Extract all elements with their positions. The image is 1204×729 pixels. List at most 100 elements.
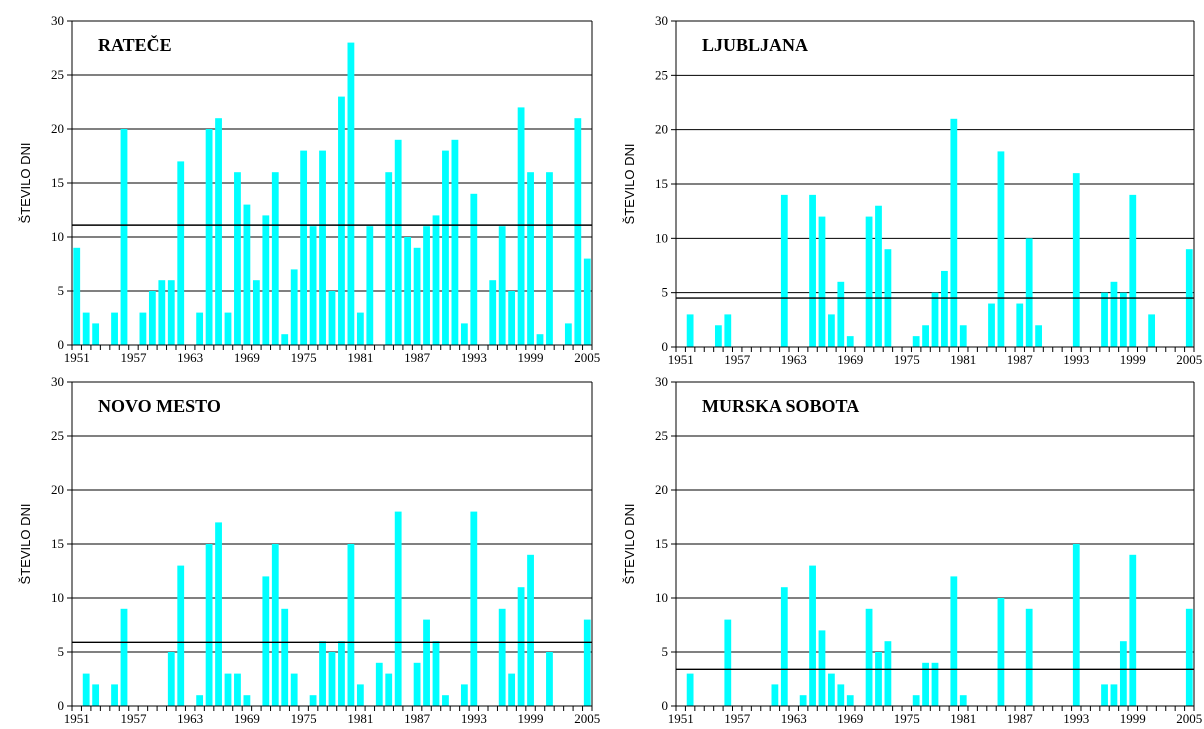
bar — [837, 281, 845, 347]
bar — [931, 662, 939, 706]
bar — [988, 303, 995, 347]
bar — [546, 652, 553, 706]
bar — [470, 193, 478, 345]
y-axis-title: ŠTEVILO DNI — [18, 143, 33, 224]
bar — [997, 598, 1005, 706]
bar — [460, 323, 468, 345]
bar — [385, 673, 393, 706]
bar — [319, 641, 326, 706]
bar — [498, 608, 506, 706]
chart-panel-murska-sobota: 0 5 10 15 20 25 30 1951 1957 1963 1969 1975 1981 1987… — [622, 374, 1202, 726]
panel-title: LJUBLJANA — [702, 35, 808, 55]
bar — [366, 226, 374, 345]
bar — [73, 247, 81, 345]
bar — [111, 312, 118, 345]
bar — [234, 172, 241, 345]
bar — [215, 118, 222, 345]
chart-panel-ratece: 0 5 10 15 20 25 30 1951 1957 1963 1969 1975 1981 1987… — [18, 13, 600, 365]
bar — [1072, 544, 1080, 706]
y-tick-label: 0 — [58, 698, 65, 713]
bar — [489, 280, 497, 345]
bar — [714, 325, 722, 347]
bar — [148, 291, 156, 345]
bar — [809, 565, 816, 706]
bar — [234, 673, 241, 706]
bar — [167, 652, 175, 706]
bar — [290, 269, 298, 345]
y-axis-title: ŠTEVILO DNI — [622, 504, 637, 585]
x-tick-label: 1957 — [724, 352, 751, 367]
bar — [262, 576, 270, 706]
bar — [771, 684, 779, 706]
bar — [432, 641, 440, 706]
bar — [470, 511, 478, 706]
bar — [780, 587, 788, 706]
bar — [527, 554, 534, 706]
x-tick-label: 1999 — [1120, 711, 1146, 726]
panel-title: RATEČE — [98, 34, 172, 55]
bar — [546, 172, 553, 345]
x-tick-label: 1987 — [404, 350, 431, 365]
bar — [347, 544, 355, 706]
bar — [828, 673, 835, 706]
bar — [423, 619, 430, 706]
x-tick-label: 1957 — [120, 350, 147, 365]
panel-title: NOVO MESTO — [98, 396, 221, 416]
y-tick-label: 30 — [51, 374, 64, 389]
bar — [205, 544, 213, 706]
bar — [442, 695, 449, 706]
bar — [1101, 292, 1108, 347]
bar — [309, 695, 317, 706]
bar — [356, 312, 364, 345]
bar — [1110, 281, 1118, 347]
bar — [215, 522, 222, 706]
x-tick-label: 1975 — [291, 711, 317, 726]
x-tick-label: 2005 — [1176, 352, 1202, 367]
bar — [1110, 684, 1118, 706]
chart-panel-novo-mesto: 0 5 10 15 20 25 30 1951 1957 1963 1969 1975 1981 1987… — [18, 374, 600, 726]
y-tick-label: 5 — [58, 283, 65, 298]
bar — [271, 172, 279, 345]
bar — [884, 641, 892, 706]
bar — [875, 205, 882, 347]
y-tick-label: 20 — [655, 482, 668, 497]
bar — [922, 662, 929, 706]
x-tick-label: 2005 — [1176, 711, 1202, 726]
x-tick-label: 1969 — [837, 352, 863, 367]
y-tick-label: 5 — [58, 644, 65, 659]
bar — [196, 695, 204, 706]
bar — [394, 511, 402, 706]
bar — [338, 96, 345, 345]
bar — [799, 695, 807, 706]
bar — [413, 662, 421, 706]
x-tick-label: 1993 — [461, 711, 487, 726]
bar — [82, 312, 90, 345]
x-tick-label: 1969 — [234, 711, 260, 726]
bar — [837, 684, 845, 706]
bar — [959, 695, 967, 706]
x-tick-label: 1993 — [1063, 711, 1089, 726]
y-tick-label: 15 — [655, 536, 668, 551]
bar — [846, 695, 854, 706]
bar — [243, 695, 251, 706]
bar — [818, 216, 826, 347]
bar — [517, 587, 525, 706]
y-tick-label: 25 — [655, 67, 668, 82]
bar — [1129, 554, 1137, 706]
bar — [82, 673, 90, 706]
bar — [1119, 641, 1127, 706]
bar — [328, 291, 336, 345]
bar — [574, 118, 582, 345]
bar — [997, 151, 1005, 347]
bar — [686, 673, 694, 706]
bar — [912, 695, 920, 706]
bar — [724, 619, 732, 706]
bar — [167, 280, 175, 345]
bar — [290, 673, 298, 706]
y-tick-label: 25 — [655, 428, 668, 443]
bar — [328, 652, 336, 706]
x-tick-label: 1951 — [64, 350, 90, 365]
x-tick-label: 1963 — [177, 711, 203, 726]
bar — [271, 544, 279, 706]
bar — [686, 314, 694, 347]
